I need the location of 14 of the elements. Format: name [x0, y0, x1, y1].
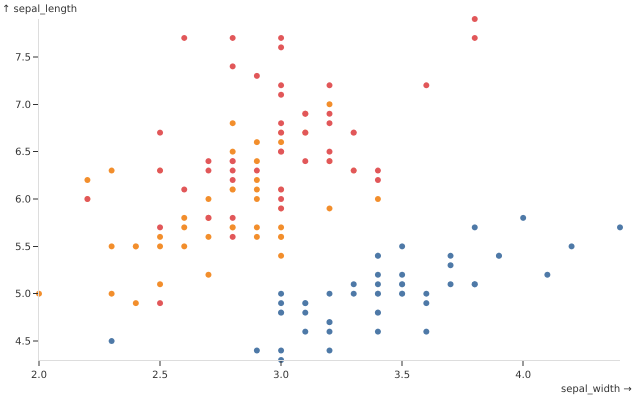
- x-tick-label: 2.5: [152, 370, 168, 381]
- x-tick-label: 3.5: [394, 370, 410, 381]
- x-tick-label: 2.0: [31, 370, 47, 381]
- y-tick-label: 5.5: [15, 242, 31, 253]
- y-tick-label: 6.0: [15, 194, 31, 206]
- y-tick-label: 7.5: [15, 52, 31, 64]
- y-tick-label: 5.0: [15, 289, 31, 300]
- y-tick-label: 7.0: [15, 100, 31, 111]
- text: ↑ sepal_length: [2, 4, 78, 15]
- y-tick-label: 6.5: [15, 147, 31, 158]
- x-tick-label: 3.0: [273, 370, 290, 381]
- x-tick-label: 4.0: [515, 370, 532, 381]
- text: sepal_width →: [561, 384, 632, 395]
- y-tick-label: 4.5: [15, 336, 31, 348]
